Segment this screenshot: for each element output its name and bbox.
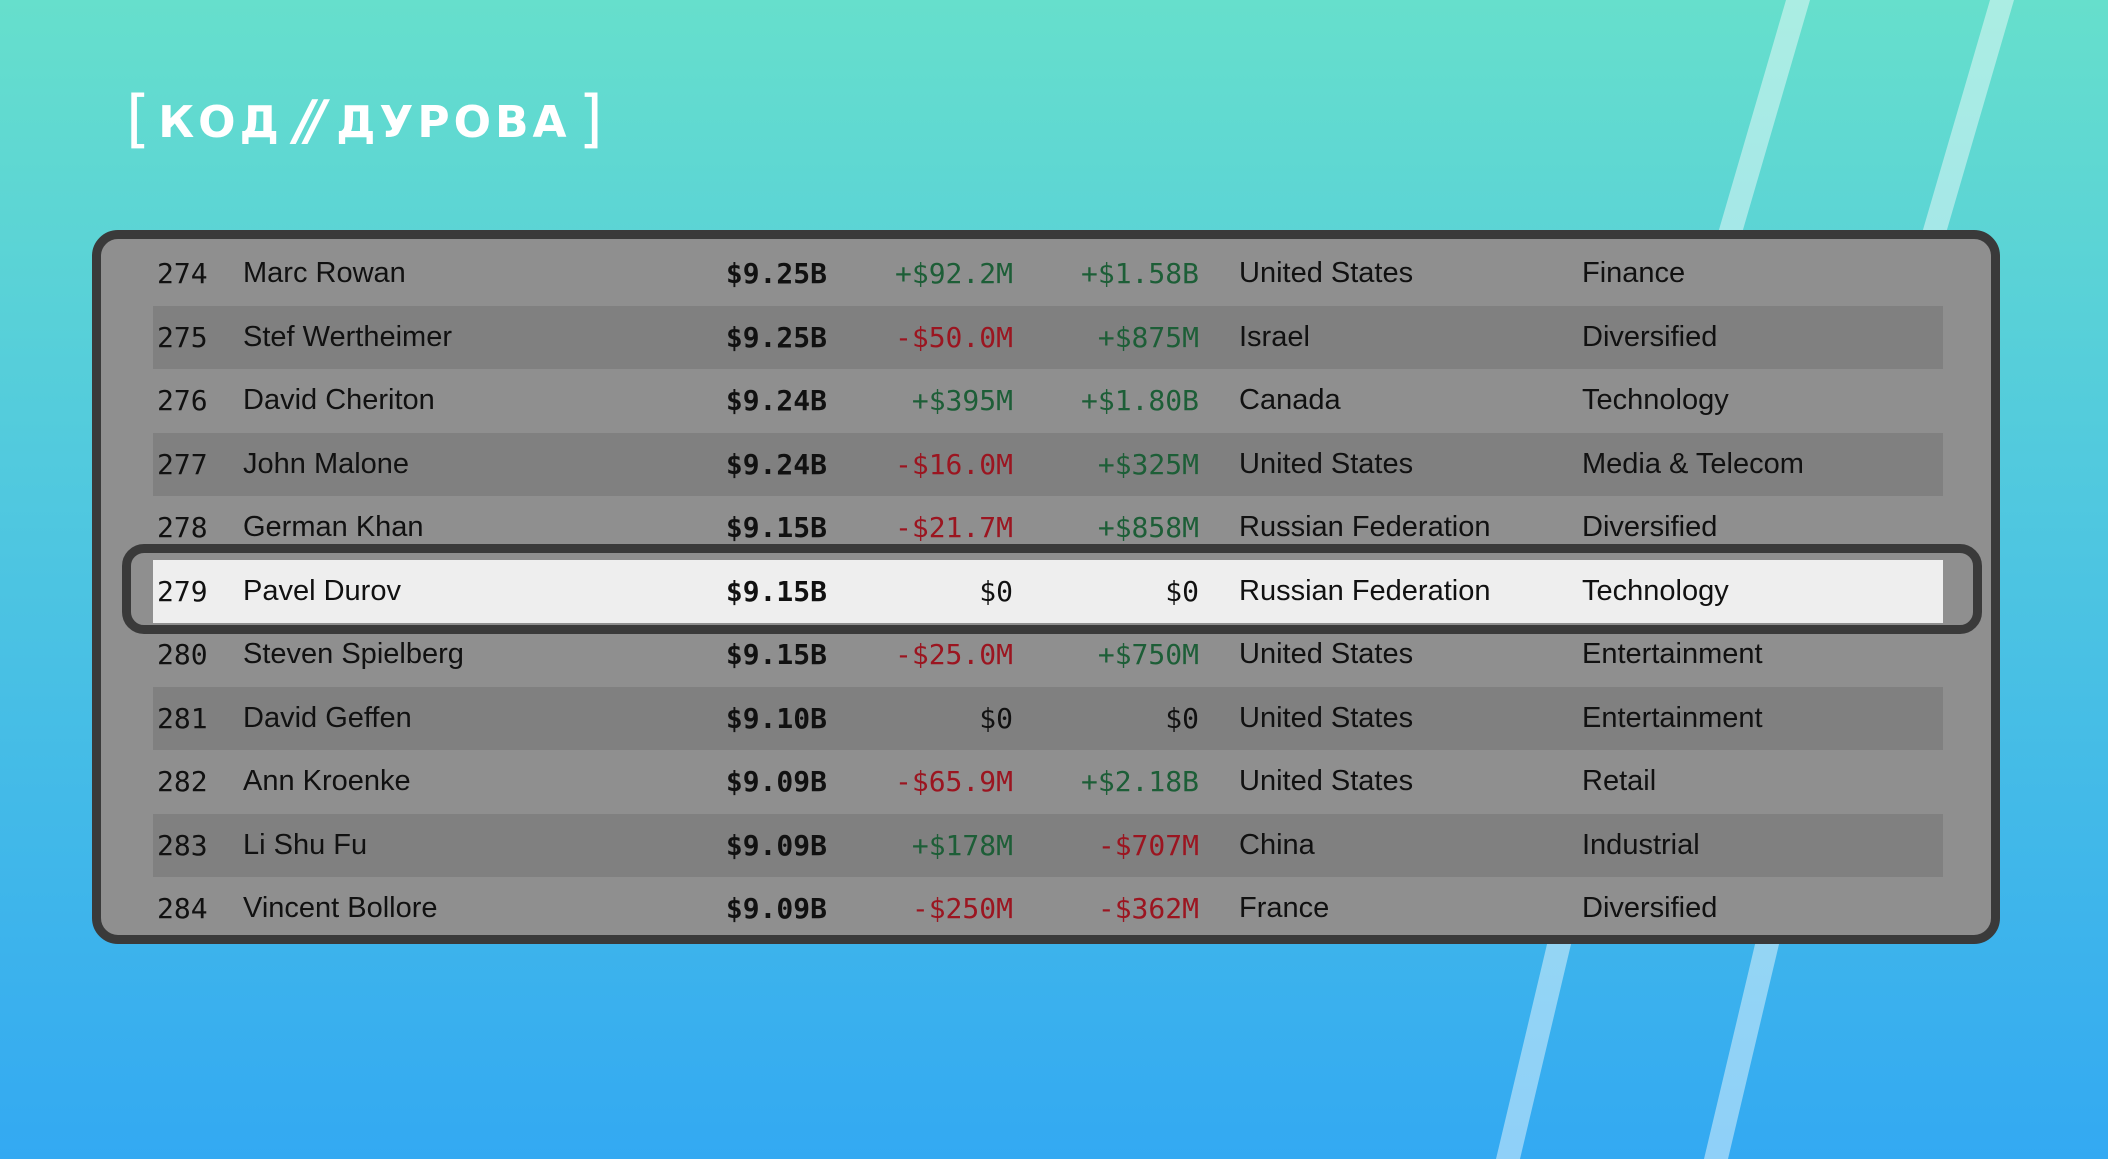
net-worth-cell: $9.15B [725,638,827,671]
rank-cell: 279 [157,574,208,608]
table-row[interactable]: 275 Stef Wertheimer $9.25B -$50.0M +$875M Isr… [153,305,1943,369]
net-worth-cell: $9.25B [725,320,827,354]
name-cell: Steven Spielberg [243,638,464,670]
table-row[interactable]: 274 Marc Rowan $9.25B +$92.2M +$1.58B United … [153,242,1943,306]
rank-cell: 284 [157,892,208,925]
ytd-change-cell: -$362M [1097,892,1199,925]
table-row[interactable]: 276 David Cheriton $9.24B +$395M +$1.80B Cana… [153,369,1943,433]
ytd-change-cell: -$707M [1097,828,1199,862]
day-change-cell: $0 [979,701,1013,735]
net-worth-cell: $9.25B [725,257,827,290]
name-cell: Vincent Bollore [243,892,438,924]
name-cell: Li Shu Fu [243,828,368,861]
table-row[interactable]: 284 Vincent Bollore $9.09B -$250M -$362M Fran… [153,877,1943,935]
industry-cell: Entertainment [1582,638,1763,670]
country-cell: France [1239,892,1330,924]
rank-cell: 276 [157,384,208,417]
day-change-cell: +$178M [911,828,1013,862]
net-worth-cell: $9.24B [725,447,827,481]
day-change-cell: -$65.9M [894,765,1013,798]
name-cell: German Khan [243,511,424,543]
country-cell: China [1239,828,1315,861]
country-cell: United States [1239,257,1414,289]
country-cell: Canada [1239,384,1341,416]
table-row[interactable]: 278 German Khan $9.15B -$21.7M +$858M Russian… [153,496,1943,560]
industry-cell: Diversified [1582,892,1718,924]
ytd-change-cell: +$750M [1097,638,1199,671]
net-worth-cell: $9.15B [725,511,827,544]
logo-left-bracket: [ [126,82,151,155]
logo-word-kod: КОД [158,96,283,148]
industry-cell: Diversified [1582,320,1718,353]
ytd-change-cell: $0 [1165,701,1199,735]
rank-cell: 280 [157,638,208,671]
rank-cell: 277 [157,447,208,481]
industry-cell: Diversified [1582,511,1718,543]
logo-word-durova: ДУРОВА [336,96,571,148]
day-change-cell: -$21.7M [894,511,1013,544]
industry-cell: Technology [1582,574,1729,607]
day-change-cell: +$92.2M [894,257,1013,290]
name-cell: John Malone [243,447,410,480]
name-cell: Ann Kroenke [243,765,411,797]
net-worth-cell: $9.24B [725,384,827,417]
ytd-change-cell: +$2.18B [1080,765,1199,798]
ytd-change-cell: +$858M [1097,511,1199,544]
country-cell: United States [1239,638,1414,670]
ytd-change-cell: +$875M [1097,320,1199,354]
net-worth-cell: $9.15B [725,574,827,608]
day-change-cell: -$16.0M [894,447,1013,481]
day-change-cell: -$50.0M [894,320,1013,354]
rank-cell: 275 [157,320,208,354]
industry-cell: Industrial [1582,828,1700,861]
country-cell: United States [1239,447,1414,480]
ytd-change-cell: $0 [1165,574,1199,608]
name-cell: Stef Wertheimer [243,320,452,353]
logo-right-bracket: ] [578,82,603,155]
table-rows: 274 Marc Rowan $9.25B +$92.2M +$1.58B United … [153,242,1943,935]
name-cell: Marc Rowan [243,257,406,289]
day-change-cell: -$250M [911,892,1013,925]
rank-cell: 274 [157,257,208,290]
net-worth-cell: $9.10B [725,701,827,735]
table-row[interactable]: 281 David Geffen $9.10B $0 $0 United States En… [153,686,1943,750]
country-cell: Russian Federation [1239,574,1491,607]
billionaires-table: 274 Marc Rowan $9.25B +$92.2M +$1.58B United … [92,230,2000,944]
day-change-cell: $0 [979,574,1013,608]
rank-cell: 281 [157,701,208,735]
net-worth-cell: $9.09B [725,828,827,862]
name-cell: David Geffen [243,701,412,734]
ytd-change-cell: +$1.80B [1080,384,1199,417]
country-cell: Russian Federation [1239,511,1491,543]
country-cell: United States [1239,765,1414,797]
table-row[interactable]: 282 Ann Kroenke $9.09B -$65.9M +$2.18B United… [153,750,1943,814]
country-cell: Israel [1239,320,1310,353]
industry-cell: Finance [1582,257,1686,289]
net-worth-cell: $9.09B [725,765,827,798]
industry-cell: Media & Telecom [1582,447,1804,480]
day-change-cell: +$395M [911,384,1013,417]
logo-slash: // [294,88,327,152]
rank-cell: 278 [157,511,208,544]
industry-cell: Entertainment [1582,701,1763,734]
ytd-change-cell: +$325M [1097,447,1199,481]
table-row[interactable]: 283 Li Shu Fu $9.09B +$178M -$707M China Indus… [153,813,1943,877]
name-cell: Pavel Durov [243,574,401,607]
industry-cell: Technology [1582,384,1729,416]
brand-logo: [ КОД // ДУРОВА ] [126,88,603,152]
rank-cell: 283 [157,828,208,862]
industry-cell: Retail [1582,765,1657,797]
country-cell: United States [1239,701,1414,734]
table-row[interactable]: 280 Steven Spielberg $9.15B -$25.0M +$750M Un… [153,623,1943,687]
name-cell: David Cheriton [243,384,435,416]
ytd-change-cell: +$1.58B [1080,257,1199,290]
day-change-cell: -$25.0M [894,638,1013,671]
table-row-highlighted[interactable]: 279 Pavel Durov $9.15B $0 $0 Russian Federati… [153,559,1943,623]
rank-cell: 282 [157,765,208,798]
net-worth-cell: $9.09B [725,892,827,925]
table-row[interactable]: 277 John Malone $9.24B -$16.0M +$325M United … [153,432,1943,496]
